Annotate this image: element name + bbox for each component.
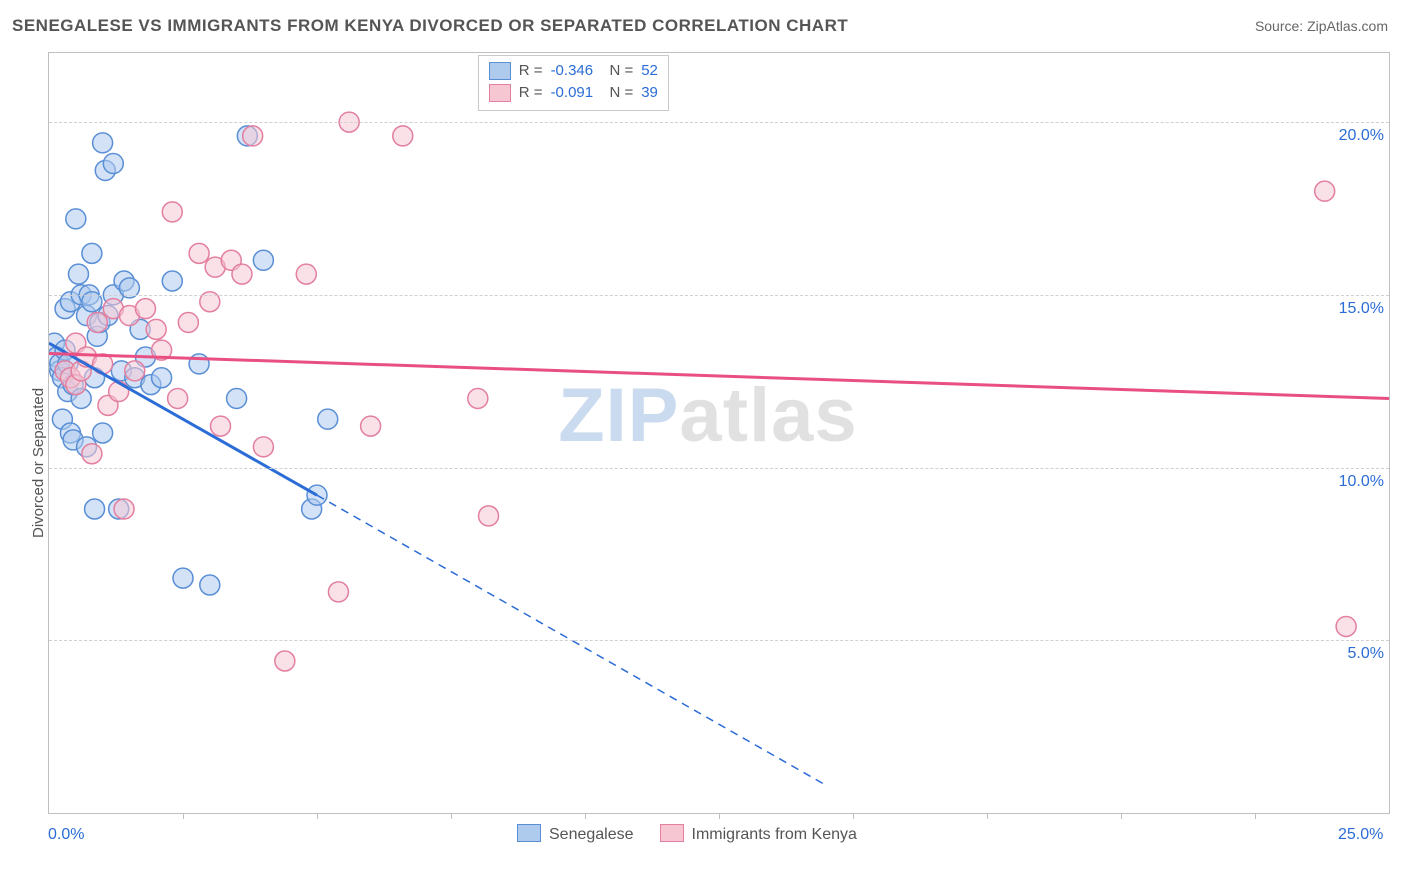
legend-n-value: 52 [641, 60, 658, 82]
data-point [328, 582, 348, 602]
plot-area: ZIPatlas R = -0.346 N = 52R = -0.091 N =… [48, 52, 1390, 814]
data-point [211, 416, 231, 436]
data-point [253, 437, 273, 457]
legend-r-label: R = [519, 82, 543, 104]
x-tick [719, 813, 720, 819]
data-point [68, 264, 88, 284]
correlation-legend: R = -0.346 N = 52R = -0.091 N = 39 [478, 55, 669, 111]
data-point [87, 312, 107, 332]
data-point [227, 388, 247, 408]
source-prefix: Source: [1255, 18, 1307, 34]
trend-line [49, 354, 1389, 399]
data-point [1336, 616, 1356, 636]
data-point [275, 651, 295, 671]
y-tick-label: 20.0% [1328, 127, 1384, 145]
legend-label: Immigrants from Kenya [692, 826, 857, 843]
gridline [49, 640, 1389, 641]
data-point [173, 568, 193, 588]
legend-label: Senegalese [549, 826, 634, 843]
series-legend: Senegalese Immigrants from Kenya [517, 824, 857, 844]
x-tick [1255, 813, 1256, 819]
data-point [109, 382, 129, 402]
data-point [66, 209, 86, 229]
x-tick [317, 813, 318, 819]
legend-n-label: N = [601, 82, 633, 104]
x-tick [183, 813, 184, 819]
legend-item: Senegalese [517, 824, 634, 844]
data-point [146, 319, 166, 339]
data-point [135, 299, 155, 319]
legend-r-value: -0.346 [551, 60, 594, 82]
x-tick [585, 813, 586, 819]
data-point [253, 250, 273, 270]
legend-swatch [660, 824, 684, 842]
x-tick [987, 813, 988, 819]
x-origin-label: 0.0% [48, 826, 84, 844]
data-point [93, 423, 113, 443]
data-point [318, 409, 338, 429]
data-point [1315, 181, 1335, 201]
legend-swatch [517, 824, 541, 842]
legend-swatch [489, 62, 511, 80]
chart-header: SENEGALESE VS IMMIGRANTS FROM KENYA DIVO… [0, 0, 1406, 52]
legend-item: Immigrants from Kenya [660, 824, 857, 844]
data-point [178, 312, 198, 332]
legend-stat-row: R = -0.346 N = 52 [489, 60, 658, 82]
data-point [152, 368, 172, 388]
legend-r-value: -0.091 [551, 82, 594, 104]
y-tick-label: 10.0% [1328, 473, 1384, 491]
data-point [114, 499, 134, 519]
source-attribution: Source: ZipAtlas.com [1255, 18, 1388, 34]
data-point [162, 202, 182, 222]
legend-r-label: R = [519, 60, 543, 82]
x-tick [451, 813, 452, 819]
legend-n-label: N = [601, 60, 633, 82]
data-point [168, 388, 188, 408]
legend-stat-row: R = -0.091 N = 39 [489, 82, 658, 104]
legend-swatch [489, 84, 511, 102]
legend-n-value: 39 [641, 82, 658, 104]
gridline [49, 122, 1389, 123]
data-point [232, 264, 252, 284]
data-point [393, 126, 413, 146]
x-tick [853, 813, 854, 819]
data-point [296, 264, 316, 284]
data-point [479, 506, 499, 526]
chart-title: SENEGALESE VS IMMIGRANTS FROM KENYA DIVO… [12, 16, 848, 36]
source-link[interactable]: ZipAtlas.com [1307, 18, 1388, 34]
scatter-svg [49, 53, 1389, 813]
y-axis-label: Divorced or Separated [30, 388, 47, 538]
data-point [103, 154, 123, 174]
data-point [85, 499, 105, 519]
gridline [49, 468, 1389, 469]
x-max-label: 25.0% [1338, 826, 1383, 844]
data-point [125, 361, 145, 381]
data-point [189, 243, 209, 263]
data-point [82, 243, 102, 263]
data-point [468, 388, 488, 408]
data-point [243, 126, 263, 146]
data-point [162, 271, 182, 291]
x-tick [1121, 813, 1122, 819]
data-point [93, 133, 113, 153]
trend-line [49, 343, 317, 495]
gridline [49, 295, 1389, 296]
data-point [82, 444, 102, 464]
data-point [200, 575, 220, 595]
y-tick-label: 5.0% [1328, 645, 1384, 663]
data-point [361, 416, 381, 436]
y-tick-label: 15.0% [1328, 300, 1384, 318]
